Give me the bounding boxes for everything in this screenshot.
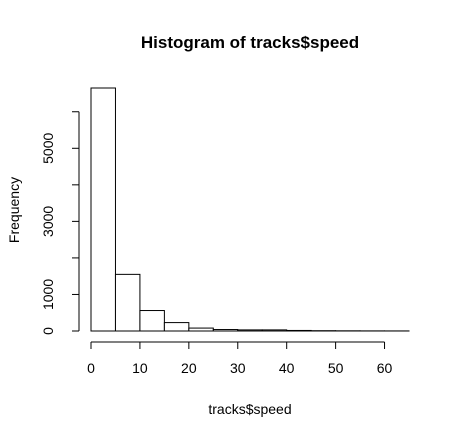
histogram-bar — [286, 329, 312, 332]
x-tick-label: 20 — [181, 360, 197, 376]
x-tick-label: 30 — [230, 360, 246, 376]
histogram-bar — [188, 327, 214, 332]
chart-title: Histogram of tracks$speed — [141, 33, 359, 52]
x-tick-label: 0 — [87, 360, 95, 376]
y-tick-label: 0 — [40, 327, 56, 335]
y-tick-label: 5000 — [40, 133, 56, 164]
histogram-bar — [212, 329, 239, 332]
y-tick-label: 3000 — [40, 206, 56, 237]
x-tick-label: 40 — [279, 360, 295, 376]
x-axis: 0 10 20 30 40 50 60 — [87, 341, 393, 376]
histogram-bar — [261, 329, 288, 332]
x-tick-label: 60 — [377, 360, 393, 376]
bars-group — [90, 87, 410, 332]
x-tick-label: 10 — [132, 360, 148, 376]
y-tick-label: 1000 — [40, 279, 56, 310]
y-axis: 0 1000 3000 5000 — [40, 111, 80, 335]
histogram-bar — [90, 87, 116, 332]
histogram-bar — [114, 273, 141, 332]
histogram-bar — [163, 322, 190, 332]
histogram-bar — [139, 310, 165, 332]
x-tick-label: 50 — [328, 360, 344, 376]
x-axis-label: tracks$speed — [208, 401, 291, 417]
histogram-bar — [237, 329, 263, 332]
y-axis-label: Frequency — [6, 177, 22, 243]
